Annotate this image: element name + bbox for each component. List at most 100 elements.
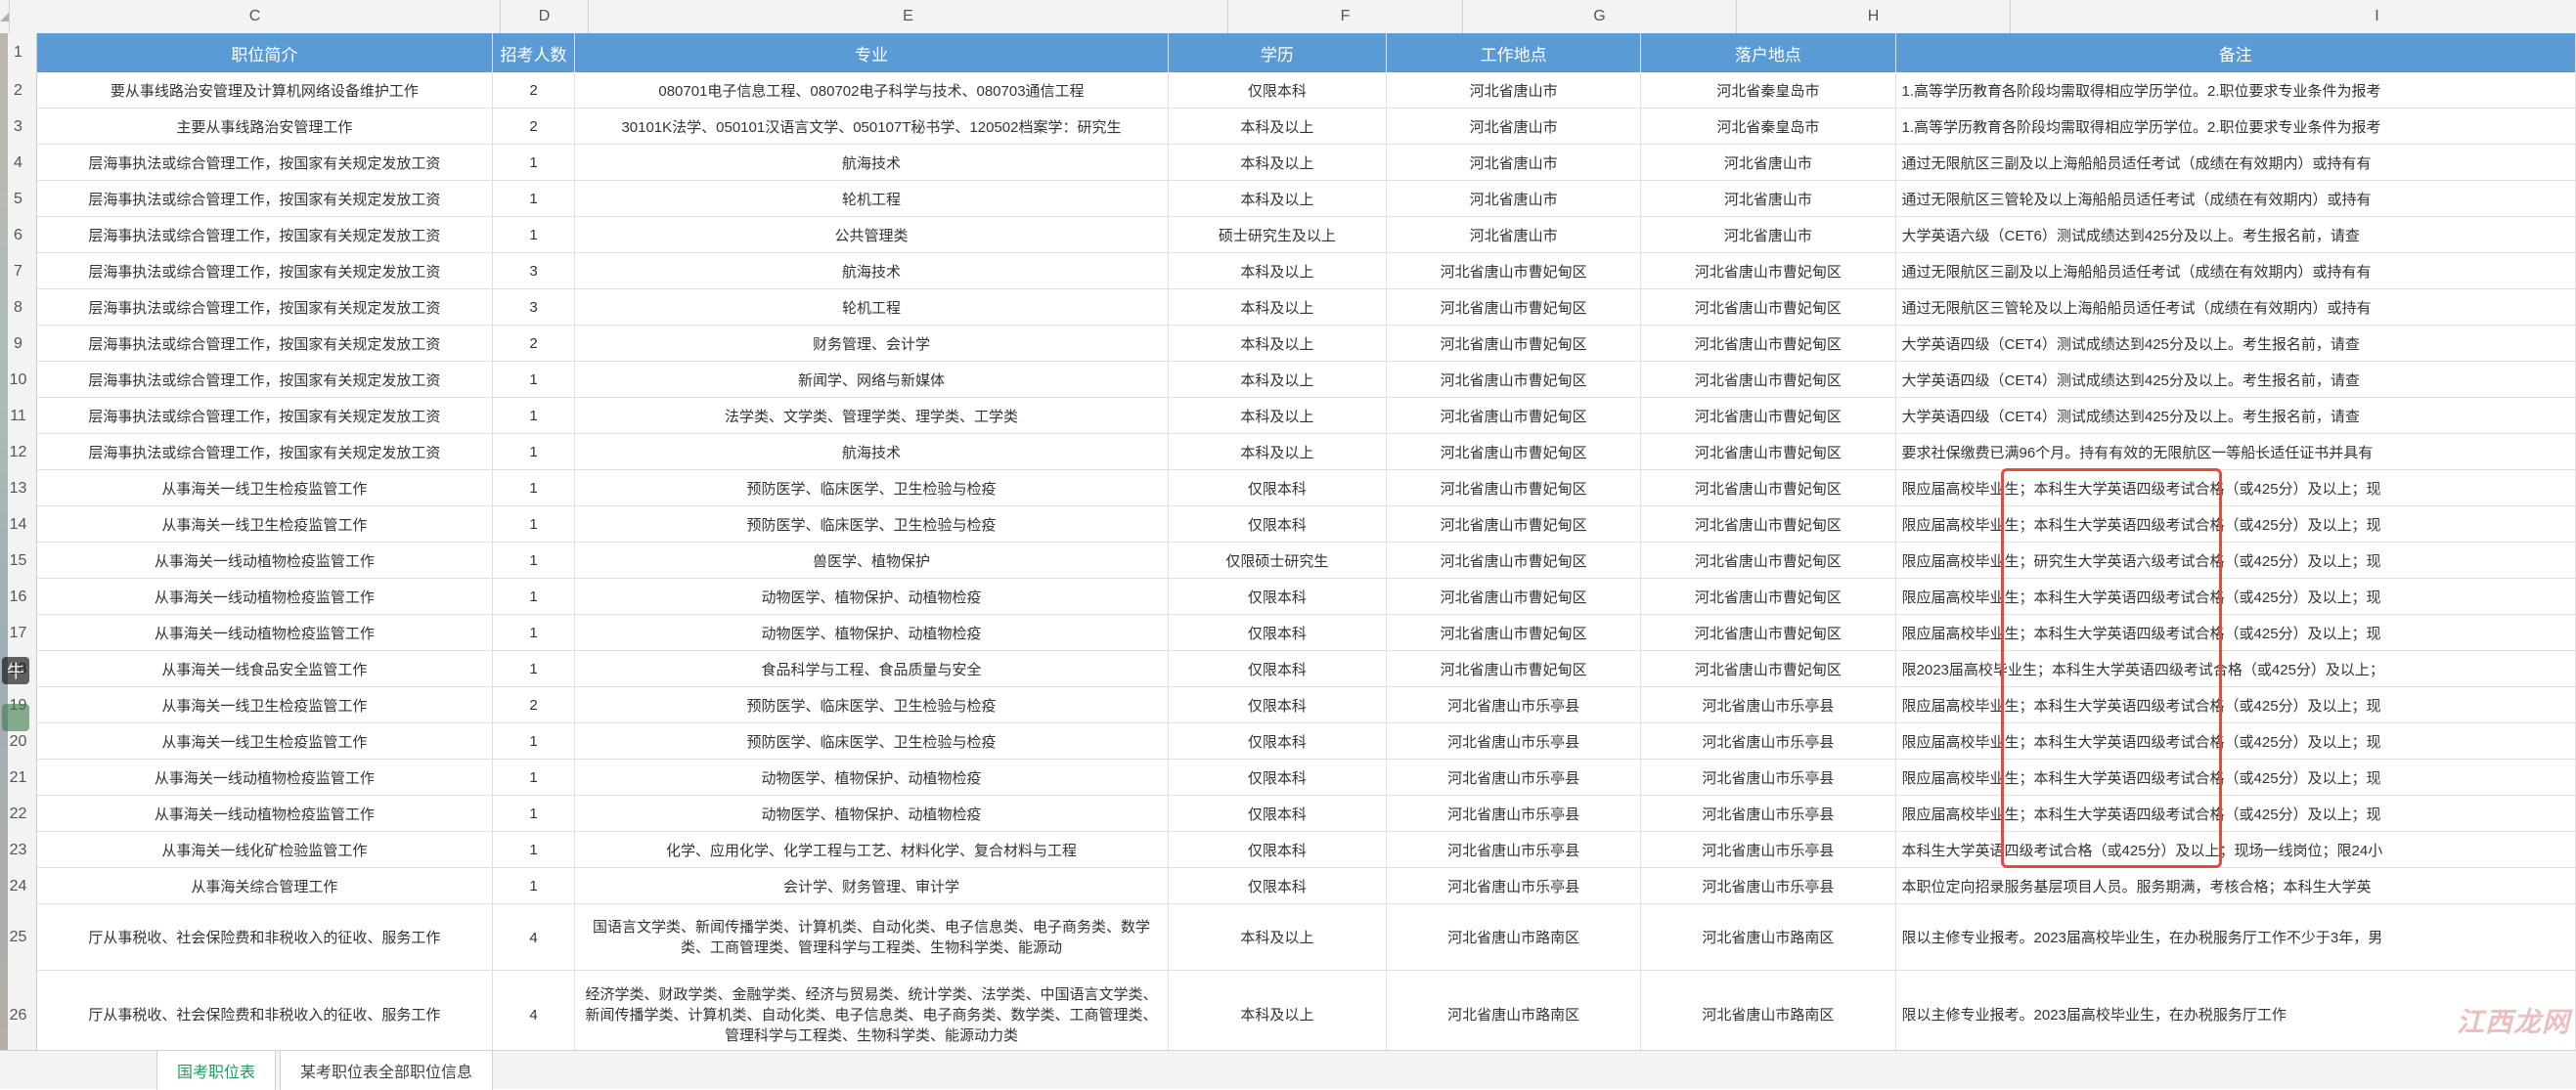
cell-5-F[interactable]: 本科及以上 [1169,181,1387,217]
cell-26-E[interactable]: 经济学类、财政学类、金融学类、经济与贸易类、统计学类、法学类、中国语言文学类、新… [575,971,1169,1060]
cell-6-D[interactable]: 1 [493,217,575,253]
cell-18-I[interactable]: 限2023届高校毕业生；本科生大学英语四级考试合格（或425分）及以上； [1896,651,2576,687]
cell-6-G[interactable]: 河北省唐山市 [1387,217,1641,253]
table-header-H[interactable]: 落户地点 [1641,33,1895,72]
cell-10-F[interactable]: 本科及以上 [1169,362,1387,398]
cell-3-C[interactable]: 主要从事线路治安管理工作 [37,109,493,145]
cell-16-I[interactable]: 限应届高校毕业生；本科生大学英语四级考试合格（或425分）及以上；现 [1896,579,2576,615]
cell-26-C[interactable]: 厅从事税收、社会保险费和非税收入的征收、服务工作 [37,971,493,1060]
cell-16-E[interactable]: 动物医学、植物保护、动植物检疫 [575,579,1169,615]
cell-22-I[interactable]: 限应届高校毕业生；本科生大学英语四级考试合格（或425分）及以上；现 [1896,796,2576,832]
column-header-E[interactable]: E [589,0,1228,33]
cell-5-H[interactable]: 河北省唐山市 [1641,181,1895,217]
cell-4-G[interactable]: 河北省唐山市 [1387,145,1641,181]
cell-9-C[interactable]: 层海事执法或综合管理工作，按国家有关规定发放工资 [37,326,493,362]
cell-11-E[interactable]: 法学类、文学类、管理学类、理学类、工学类 [575,398,1169,434]
cell-16-H[interactable]: 河北省唐山市曹妃甸区 [1641,579,1895,615]
cell-12-I[interactable]: 要求社保缴费已满96个月。持有有效的无限航区一等船长适任证书并具有 [1896,434,2576,470]
cell-16-F[interactable]: 仅限本科 [1169,579,1387,615]
cell-7-I[interactable]: 通过无限航区三副及以上海船船员适任考试（成绩在有效期内）或持有有 [1896,253,2576,289]
cell-5-C[interactable]: 层海事执法或综合管理工作，按国家有关规定发放工资 [37,181,493,217]
cell-17-F[interactable]: 仅限本科 [1169,615,1387,651]
cell-8-I[interactable]: 通过无限航区三管轮及以上海船船员适任考试（成绩在有效期内）或持有 [1896,289,2576,326]
column-header-C[interactable]: C [10,0,501,33]
cell-3-H[interactable]: 河北省秦皇岛市 [1641,109,1895,145]
cell-4-E[interactable]: 航海技术 [575,145,1169,181]
cell-14-H[interactable]: 河北省唐山市曹妃甸区 [1641,506,1895,543]
cell-22-H[interactable]: 河北省唐山市乐亭县 [1641,796,1895,832]
cell-5-D[interactable]: 1 [493,181,575,217]
cell-10-D[interactable]: 1 [493,362,575,398]
cell-26-H[interactable]: 河北省唐山市路南区 [1641,971,1895,1060]
cell-15-G[interactable]: 河北省唐山市曹妃甸区 [1387,543,1641,579]
cell-15-H[interactable]: 河北省唐山市曹妃甸区 [1641,543,1895,579]
cell-16-G[interactable]: 河北省唐山市曹妃甸区 [1387,579,1641,615]
cell-26-G[interactable]: 河北省唐山市路南区 [1387,971,1641,1060]
cell-22-F[interactable]: 仅限本科 [1169,796,1387,832]
cell-12-C[interactable]: 层海事执法或综合管理工作，按国家有关规定发放工资 [37,434,493,470]
cell-17-C[interactable]: 从事海关一线动植物检疫监管工作 [37,615,493,651]
cell-2-D[interactable]: 2 [493,72,575,109]
cell-2-C[interactable]: 要从事线路治安管理及计算机网络设备维护工作 [37,72,493,109]
cell-14-F[interactable]: 仅限本科 [1169,506,1387,543]
cell-13-D[interactable]: 1 [493,470,575,506]
cell-7-H[interactable]: 河北省唐山市曹妃甸区 [1641,253,1895,289]
cell-2-I[interactable]: 1.高等学历教育各阶段均需取得相应学历学位。2.职位要求专业条件为报考 [1896,72,2576,109]
cell-9-H[interactable]: 河北省唐山市曹妃甸区 [1641,326,1895,362]
cell-13-C[interactable]: 从事海关一线卫生检疫监管工作 [37,470,493,506]
cell-7-D[interactable]: 3 [493,253,575,289]
cell-15-F[interactable]: 仅限硕士研究生 [1169,543,1387,579]
cell-20-G[interactable]: 河北省唐山市乐亭县 [1387,723,1641,760]
cell-13-F[interactable]: 仅限本科 [1169,470,1387,506]
cell-8-E[interactable]: 轮机工程 [575,289,1169,326]
cell-9-G[interactable]: 河北省唐山市曹妃甸区 [1387,326,1641,362]
cell-25-C[interactable]: 厅从事税收、社会保险费和非税收入的征收、服务工作 [37,904,493,971]
cell-2-E[interactable]: 080701电子信息工程、080702电子科学与技术、080703通信工程 [575,72,1169,109]
cell-15-D[interactable]: 1 [493,543,575,579]
cell-15-I[interactable]: 限应届高校毕业生；研究生大学英语六级考试合格（或425分）及以上；现 [1896,543,2576,579]
cell-3-G[interactable]: 河北省唐山市 [1387,109,1641,145]
cell-24-H[interactable]: 河北省唐山市乐亭县 [1641,868,1895,904]
cell-11-C[interactable]: 层海事执法或综合管理工作，按国家有关规定发放工资 [37,398,493,434]
cell-10-C[interactable]: 层海事执法或综合管理工作，按国家有关规定发放工资 [37,362,493,398]
cell-19-D[interactable]: 2 [493,687,575,723]
cell-6-I[interactable]: 大学英语六级（CET6）测试成绩达到425分及以上。考生报名前，请查 [1896,217,2576,253]
cell-7-E[interactable]: 航海技术 [575,253,1169,289]
cell-12-E[interactable]: 航海技术 [575,434,1169,470]
cell-14-D[interactable]: 1 [493,506,575,543]
sheet-tab-0[interactable]: 国考职位表 [156,1050,276,1090]
cell-6-F[interactable]: 硕士研究生及以上 [1169,217,1387,253]
cell-13-I[interactable]: 限应届高校毕业生；本科生大学英语四级考试合格（或425分）及以上；现 [1896,470,2576,506]
cell-17-H[interactable]: 河北省唐山市曹妃甸区 [1641,615,1895,651]
cell-19-F[interactable]: 仅限本科 [1169,687,1387,723]
cell-12-H[interactable]: 河北省唐山市曹妃甸区 [1641,434,1895,470]
cell-21-I[interactable]: 限应届高校毕业生；本科生大学英语四级考试合格（或425分）及以上；现 [1896,760,2576,796]
cell-23-E[interactable]: 化学、应用化学、化学工程与工艺、材料化学、复合材料与工程 [575,832,1169,868]
cell-13-H[interactable]: 河北省唐山市曹妃甸区 [1641,470,1895,506]
left-app-icon-2[interactable] [2,704,29,731]
cell-20-C[interactable]: 从事海关一线卫生检疫监管工作 [37,723,493,760]
cell-20-I[interactable]: 限应届高校毕业生；本科生大学英语四级考试合格（或425分）及以上；现 [1896,723,2576,760]
cell-22-D[interactable]: 1 [493,796,575,832]
cell-8-D[interactable]: 3 [493,289,575,326]
cell-7-C[interactable]: 层海事执法或综合管理工作，按国家有关规定发放工资 [37,253,493,289]
cell-15-E[interactable]: 兽医学、植物保护 [575,543,1169,579]
cell-11-H[interactable]: 河北省唐山市曹妃甸区 [1641,398,1895,434]
cell-14-G[interactable]: 河北省唐山市曹妃甸区 [1387,506,1641,543]
table-header-G[interactable]: 工作地点 [1387,33,1641,72]
cell-18-E[interactable]: 食品科学与工程、食品质量与安全 [575,651,1169,687]
cell-17-I[interactable]: 限应届高校毕业生；本科生大学英语四级考试合格（或425分）及以上；现 [1896,615,2576,651]
cell-10-G[interactable]: 河北省唐山市曹妃甸区 [1387,362,1641,398]
cell-20-D[interactable]: 1 [493,723,575,760]
column-header-D[interactable]: D [501,0,589,33]
cell-17-G[interactable]: 河北省唐山市曹妃甸区 [1387,615,1641,651]
column-header-H[interactable]: H [1737,0,2011,33]
cell-2-F[interactable]: 仅限本科 [1169,72,1387,109]
cell-9-D[interactable]: 2 [493,326,575,362]
cell-8-G[interactable]: 河北省唐山市曹妃甸区 [1387,289,1641,326]
cell-9-I[interactable]: 大学英语四级（CET4）测试成绩达到425分及以上。考生报名前，请查 [1896,326,2576,362]
cell-19-I[interactable]: 限应届高校毕业生；本科生大学英语四级考试合格（或425分）及以上；现 [1896,687,2576,723]
table-header-D[interactable]: 招考人数 [493,33,575,72]
cell-13-G[interactable]: 河北省唐山市曹妃甸区 [1387,470,1641,506]
cell-23-G[interactable]: 河北省唐山市乐亭县 [1387,832,1641,868]
